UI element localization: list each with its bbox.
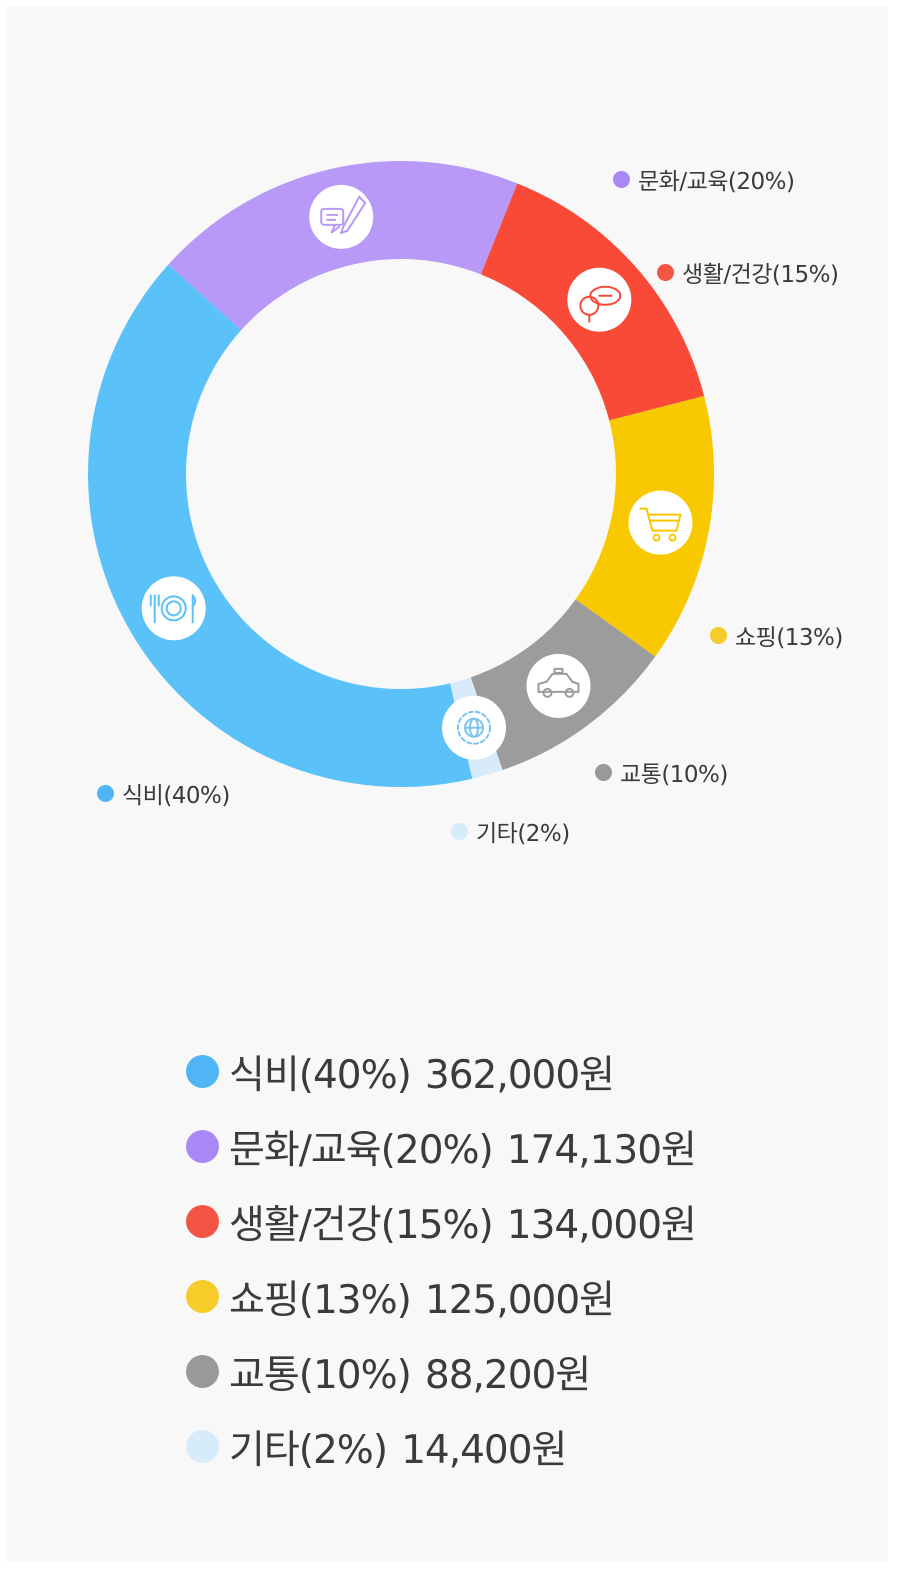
callout-food: 식비(40%) <box>97 776 230 810</box>
legend-label: 기타(2%) <box>229 1427 388 1473</box>
chart-card: 문화/교육(20%) 생활/건강(15%) 쇼핑(13%) 교통(10%) 기타… <box>6 6 888 1561</box>
legend-label: 교통(10%) <box>229 1352 412 1398</box>
football-pingpong-icon <box>567 267 632 332</box>
donut-chart <box>87 160 714 788</box>
callout-label: 문화/교육(20%) <box>638 169 795 195</box>
legend-dot <box>186 1355 219 1388</box>
legend-item-shopping: 쇼핑(13%) 125,000원 <box>186 1259 696 1334</box>
legend-dot <box>186 1130 219 1163</box>
legend-amount: 362,000원 <box>424 1052 615 1098</box>
callout-living: 생활/건강(15%) <box>657 255 839 289</box>
callout-label: 생활/건강(15%) <box>682 262 839 288</box>
legend-item-etc: 기타(2%) 14,400원 <box>186 1409 696 1484</box>
legend-amount: 125,000원 <box>424 1277 615 1323</box>
callout-dot <box>613 170 630 188</box>
callout-culture: 문화/교육(20%) <box>613 162 795 196</box>
legend-amount: 174,130원 <box>506 1127 697 1173</box>
callout-dot <box>657 263 674 281</box>
pencil-chat-icon <box>309 184 374 249</box>
legend-amount: 134,000원 <box>506 1202 697 1248</box>
callout-shopping: 쇼핑(13%) <box>710 618 843 652</box>
callout-dot <box>595 763 612 781</box>
legend-amount: 88,200원 <box>424 1352 591 1398</box>
legend-dot <box>186 1205 219 1238</box>
legend-item-living: 생활/건강(15%) 134,000원 <box>186 1184 697 1259</box>
legend-dot <box>186 1055 219 1088</box>
legend-label: 문화/교육(20%) <box>229 1127 494 1173</box>
slice-food <box>87 264 473 788</box>
legend-dot <box>186 1430 219 1463</box>
legend-amount: 14,400원 <box>401 1427 567 1473</box>
legend-item-transport: 교통(10%) 88,200원 <box>186 1334 696 1409</box>
legend: 식비(40%) 362,000원 문화/교육(20%) 174,130원 생활/… <box>186 1034 697 1484</box>
callout-transport: 교통(10%) <box>595 755 728 789</box>
callout-label: 식비(40%) <box>122 783 230 809</box>
legend-label: 쇼핑(13%) <box>229 1277 412 1323</box>
taxi-icon <box>526 653 591 718</box>
callout-label: 기타(2%) <box>476 821 570 847</box>
callout-etc: 기타(2%) <box>451 814 570 848</box>
legend-item-culture: 문화/교육(20%) 174,130원 <box>186 1109 697 1184</box>
callout-dot <box>97 784 114 802</box>
legend-label: 식비(40%) <box>229 1052 412 1098</box>
callout-dot <box>451 822 468 840</box>
legend-item-food: 식비(40%) 362,000원 <box>186 1034 696 1109</box>
callout-dot <box>710 626 727 644</box>
globe-gear-icon <box>442 695 507 760</box>
shopping-cart-icon <box>628 490 693 555</box>
fork-plate-icon <box>141 576 206 641</box>
legend-dot <box>186 1280 219 1313</box>
callout-label: 교통(10%) <box>620 762 728 788</box>
callout-label: 쇼핑(13%) <box>735 625 843 651</box>
legend-label: 생활/건강(15%) <box>229 1202 494 1248</box>
